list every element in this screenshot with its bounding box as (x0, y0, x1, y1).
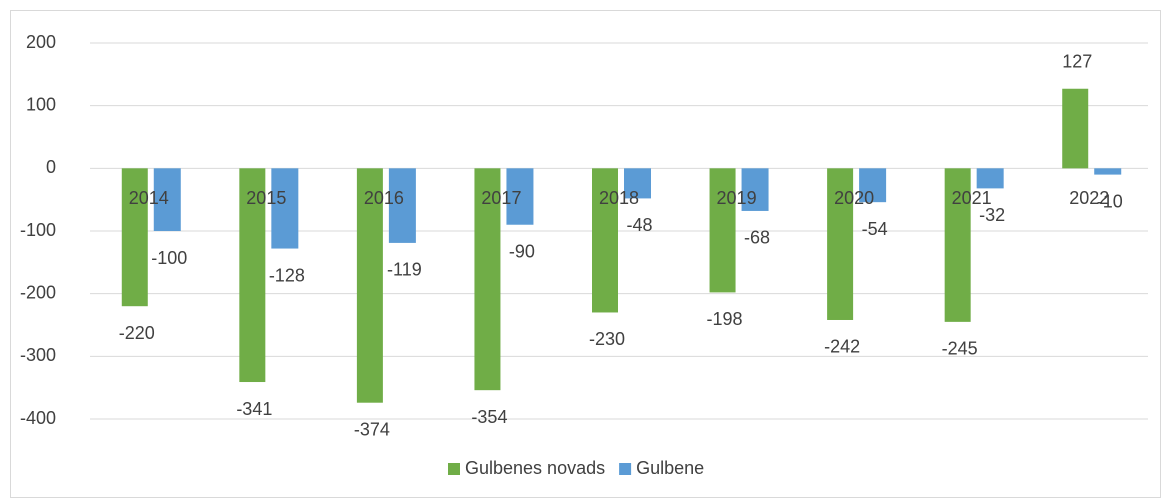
x-tick-label: 2019 (717, 188, 757, 208)
data-label: -90 (509, 241, 535, 261)
bar (271, 168, 299, 249)
legend-swatch (448, 463, 460, 475)
data-label: -242 (824, 337, 860, 357)
x-tick-label: 2015 (246, 188, 286, 208)
x-tick-label: 2022 (1069, 188, 1109, 208)
bar (624, 168, 651, 199)
data-label: -100 (151, 248, 187, 268)
x-tick-label: 2017 (481, 188, 521, 208)
bar (506, 168, 534, 225)
bar (1062, 88, 1089, 169)
y-tick-label: 0 (46, 157, 56, 177)
bar (153, 168, 181, 231)
bar (741, 168, 769, 211)
data-label: -10 (1097, 191, 1123, 211)
bar (474, 168, 501, 391)
data-label: -245 (942, 339, 978, 359)
bar (859, 168, 887, 203)
legend-label: Gulbenes novads (465, 458, 605, 478)
data-label: -48 (626, 215, 652, 235)
data-label: -341 (236, 399, 272, 419)
legend-swatch (619, 463, 632, 475)
x-tick-label: 2020 (834, 188, 874, 208)
data-label: -374 (354, 419, 390, 439)
y-tick-label: -100 (20, 220, 56, 240)
data-label: -32 (979, 205, 1005, 225)
data-label: -128 (269, 265, 305, 285)
data-label: -68 (744, 228, 770, 248)
y-tick-label: -300 (20, 345, 56, 365)
data-label: -220 (119, 323, 155, 343)
bar (121, 168, 148, 307)
bar (239, 168, 266, 383)
y-tick-label: 200 (26, 32, 56, 52)
x-tick-label: 2018 (599, 188, 639, 208)
y-tick-label: -200 (20, 282, 56, 302)
bar (827, 168, 854, 320)
data-label: -119 (387, 260, 422, 280)
data-label: -198 (707, 309, 743, 329)
bar (388, 168, 416, 243)
bar (592, 168, 618, 313)
data-label: -54 (862, 219, 888, 239)
bar (356, 168, 383, 403)
y-tick-label: -400 (20, 408, 56, 428)
x-tick-label: 2016 (364, 188, 404, 208)
bar (709, 168, 736, 293)
y-tick-label: 100 (26, 94, 56, 114)
legend-label: Gulbene (636, 458, 704, 478)
x-tick-label: 2014 (129, 188, 169, 208)
x-tick-label: 2021 (952, 188, 992, 208)
data-label: 127 (1062, 51, 1092, 71)
chart-border (10, 10, 1161, 498)
bar (1094, 168, 1122, 175)
data-label: -230 (589, 329, 625, 349)
data-label: -354 (471, 407, 507, 427)
bar (944, 168, 971, 322)
bar (976, 168, 1004, 189)
